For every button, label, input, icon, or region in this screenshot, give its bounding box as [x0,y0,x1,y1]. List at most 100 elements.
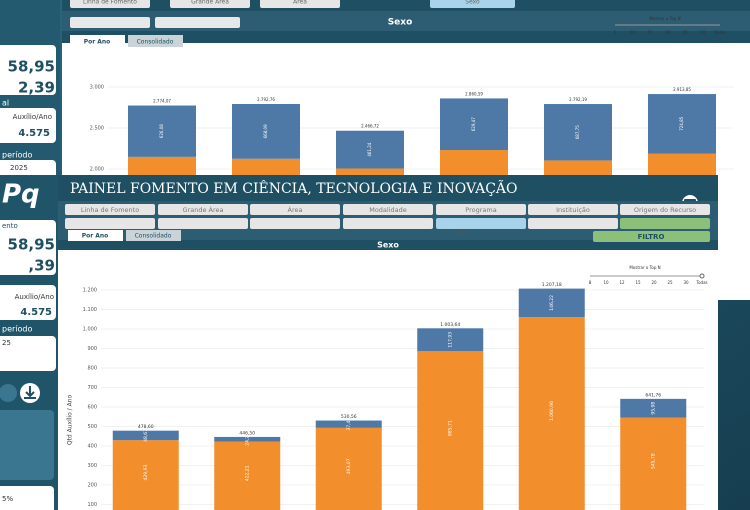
card [0,410,54,480]
filter-button[interactable] [158,204,248,215]
total-label: 2.792,19 [569,97,587,102]
filter-button[interactable] [70,17,150,28]
card-heading: período [2,325,32,334]
chart-title: Sexo [388,18,413,28]
value-label: 545,78 [651,453,657,469]
y-tick-label: 600 [87,405,97,411]
metric: 25 [2,339,11,347]
total-label: 641,76 [645,392,661,398]
filter-button[interactable] [436,218,526,229]
slider-tick: 25 [667,280,673,285]
filter-label: Instituição [556,206,590,214]
filter-button[interactable] [250,218,340,229]
value-label: 48,67 [143,429,149,442]
tab-label: Por Ano [84,39,111,46]
total-label: 2.774,07 [153,99,171,104]
y-tick-label: 700 [87,385,97,391]
tab[interactable] [128,35,183,47]
filter-label: Origem do Recurso [634,206,696,214]
slider-tick: 8 [589,280,592,285]
value-label: 724,85 [679,116,684,130]
filter-label: Sexo [465,0,480,6]
y-tick-label: 100 [87,502,97,508]
bar-segment [417,351,484,510]
panel-header [62,0,750,11]
filter-button[interactable] [70,0,150,8]
y-tick-label: 3.000 [90,85,104,91]
sidebar: mento 58,95 2,39 al Auxílio/Ano 4.575 pe… [0,0,60,510]
bar-segment [112,440,179,510]
chart-title: Sexo [377,241,399,250]
chart-title-bar [62,31,750,43]
download-icon [24,386,36,399]
bar-segment [128,105,196,157]
filter-button[interactable] [436,204,526,215]
metric: 58,95 [8,236,55,254]
card-heading: ento [2,222,18,230]
icon-button[interactable] [0,384,17,402]
total-label: 530,56 [341,414,357,420]
filter-button[interactable] [343,204,433,215]
value-label: 37,49 [346,418,352,431]
value-label: 493,07 [346,458,352,474]
metric-label: Auxílio/Ano [13,113,52,121]
bar-segment [232,103,300,159]
tab-label: Consolidado [135,233,172,240]
y-tick-label: 800 [87,366,97,372]
value-label: 1.060,96 [549,401,555,421]
card [0,108,56,143]
metric: 4.575 [18,128,50,139]
slider-label: Mostrar o Top N [649,16,680,21]
y-tick-label: 2.000 [90,167,104,173]
slider-tick: 25 [682,30,688,35]
filter-label: Linha de Fomento [81,206,139,214]
bar-segment [518,317,585,510]
tab[interactable] [126,230,181,241]
filter-button[interactable] [65,218,155,229]
tab[interactable] [70,35,125,47]
filter-button[interactable] [528,204,618,215]
card-heading: período [2,151,32,160]
y-tick-label: 300 [87,463,97,469]
chart-title-bar [58,240,718,250]
filter-apply[interactable] [593,231,710,242]
filter-button[interactable] [158,218,248,229]
card [0,45,56,95]
value-label: 117,93 [448,332,454,348]
filter-button[interactable] [155,17,240,28]
bar-segment [214,441,281,510]
filter-button[interactable] [430,0,515,8]
slider-handle[interactable] [699,273,705,279]
slider-tick: 20 [651,280,657,285]
filter-label: Linha de Fomento [83,0,137,6]
filter-button[interactable] [170,0,250,8]
slider-label: Mostrar o Top N [629,265,660,270]
filter-button[interactable] [260,0,340,8]
value-label: 885,71 [448,420,454,436]
value-label: 422,21 [245,465,251,481]
total-label: 1.003,64 [440,322,460,328]
value-label: 146,22 [549,295,555,311]
filter-label: Programa [465,206,496,214]
y-tick-label: 2.500 [90,126,104,132]
metric-label: Auxílio/Ano [15,293,54,301]
filter-button[interactable] [65,204,155,215]
value-label: 461,24 [367,142,372,156]
card [0,220,56,275]
filter-button[interactable] [620,204,710,215]
slider-tick: 30 [683,280,689,285]
card-heading: al [2,99,9,108]
filter-apply-label: FILTRO [638,233,665,241]
filter-button[interactable] [620,218,710,229]
y-tick-label: 500 [87,424,97,430]
filter-button[interactable] [250,204,340,215]
bar-segment [214,436,281,442]
bar-segment [518,288,585,318]
y-tick-label: 900 [87,346,97,352]
tab[interactable] [68,230,123,241]
total-label: 2.792,76 [257,97,275,102]
filter-button[interactable] [343,218,433,229]
filter-button[interactable] [528,218,618,229]
